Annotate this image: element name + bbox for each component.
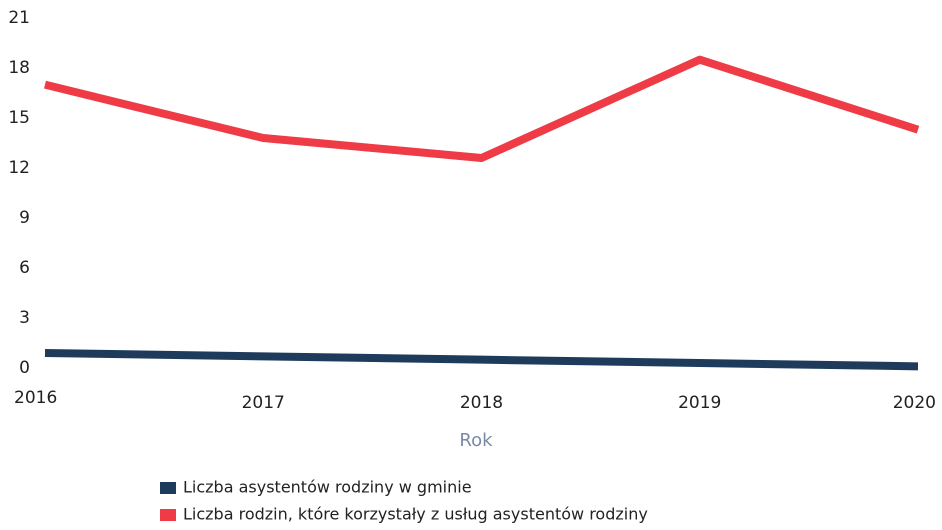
series-line <box>44 349 919 371</box>
x-tick-label: 2017 <box>242 393 285 413</box>
y-tick-label: 9 <box>19 208 30 228</box>
x-axis-title: Rok <box>459 430 493 451</box>
series-line <box>44 55 920 162</box>
y-tick-label: 12 <box>8 158 30 178</box>
y-tick-label: 18 <box>8 58 30 78</box>
x-tick-label: 2018 <box>460 393 503 413</box>
y-tick-label: 0 <box>19 358 30 378</box>
legend-swatch <box>160 482 176 494</box>
legend-label: Liczba asystentów rodziny w gminie <box>183 478 472 497</box>
legend-swatch <box>160 509 176 521</box>
x-tick-label: 2020 <box>893 393 936 413</box>
x-tick-label: 2019 <box>678 393 721 413</box>
y-tick-label: 3 <box>19 308 30 328</box>
y-tick-label: 15 <box>8 108 30 128</box>
y-tick-label: 6 <box>19 258 30 278</box>
x-tick-label: 2016 <box>14 388 57 408</box>
legend-label: Liczba rodzin, które korzystały z usług … <box>183 505 648 524</box>
y-tick-label: 21 <box>8 8 30 28</box>
